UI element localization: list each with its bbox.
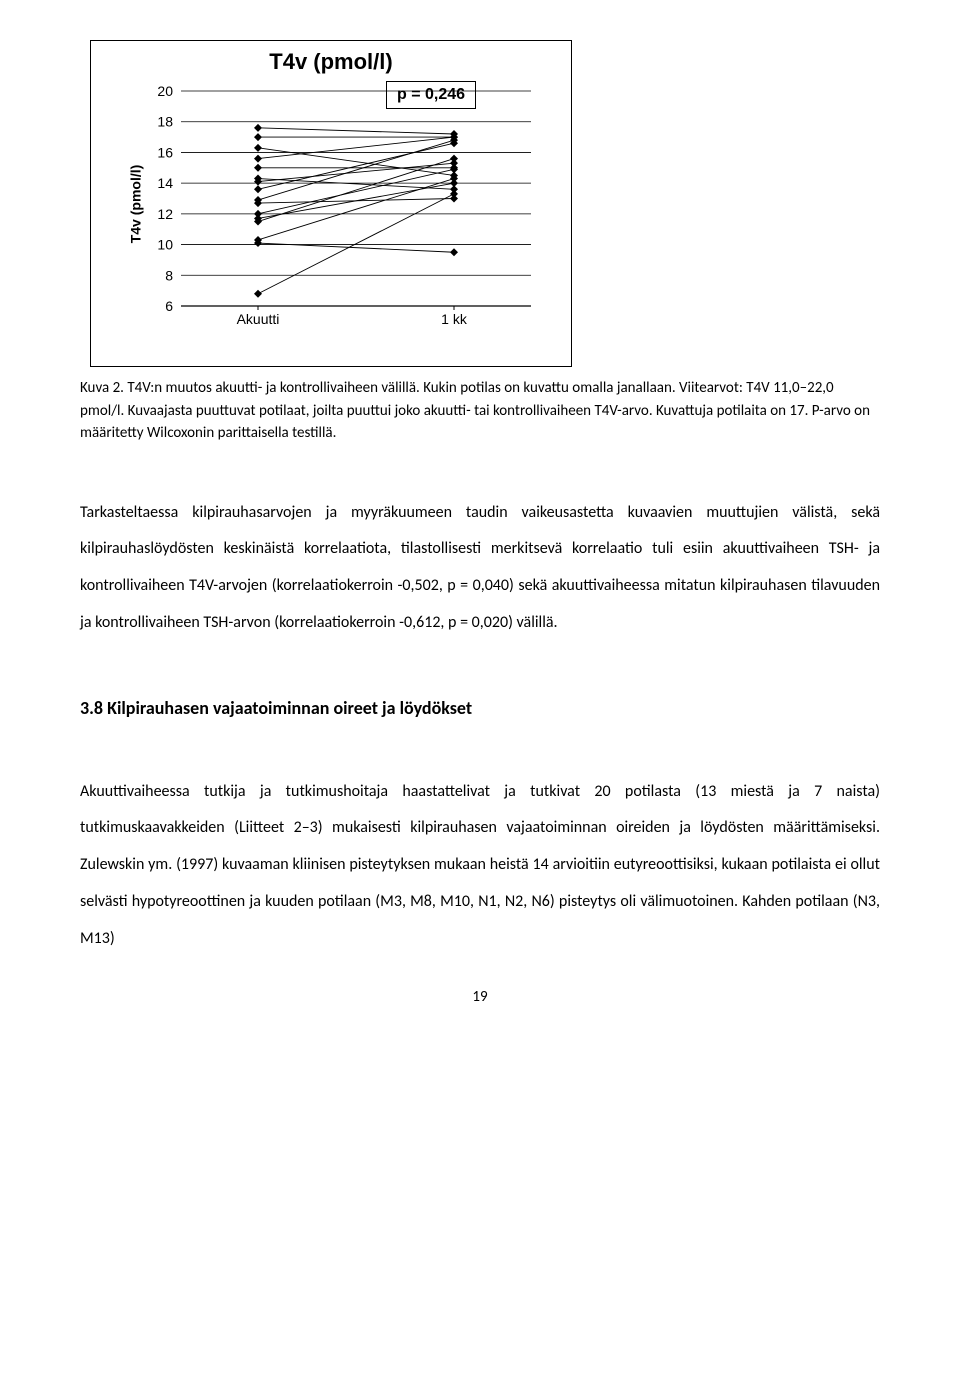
chart-title: T4v (pmol/l)	[91, 49, 571, 75]
body-paragraph-1: Tarkasteltaessa kilpirauhasarvojen ja my…	[80, 495, 880, 642]
svg-text:6: 6	[165, 298, 173, 314]
svg-text:20: 20	[157, 83, 173, 99]
body-paragraph-2: Akuuttivaiheessa tutkija ja tutkimushoit…	[80, 774, 880, 958]
svg-text:12: 12	[157, 206, 173, 222]
svg-text:16: 16	[157, 144, 173, 160]
svg-text:Akuutti: Akuutti	[237, 311, 280, 327]
chart-y-axis-label: T4v (pmol/l)	[127, 164, 143, 243]
page-number: 19	[80, 988, 880, 1006]
svg-text:8: 8	[165, 267, 173, 283]
chart-container: T4v (pmol/l) T4v (pmol/l) p = 0,246 6810…	[90, 40, 572, 367]
svg-text:14: 14	[157, 175, 173, 191]
section-heading: 3.8 Kilpirauhasen vajaatoiminnan oireet …	[80, 697, 880, 719]
svg-text:10: 10	[157, 237, 173, 253]
chart-plot-area: 68101214161820Akuutti1 kk	[161, 81, 551, 331]
figure-caption: Kuva 2. T4V:n muutos akuutti- ja kontrol…	[80, 377, 880, 445]
chart-svg: 68101214161820Akuutti1 kk	[161, 81, 551, 331]
svg-text:18: 18	[157, 114, 173, 130]
svg-text:1 kk: 1 kk	[441, 311, 468, 327]
page-container: T4v (pmol/l) T4v (pmol/l) p = 0,246 6810…	[0, 0, 960, 1026]
